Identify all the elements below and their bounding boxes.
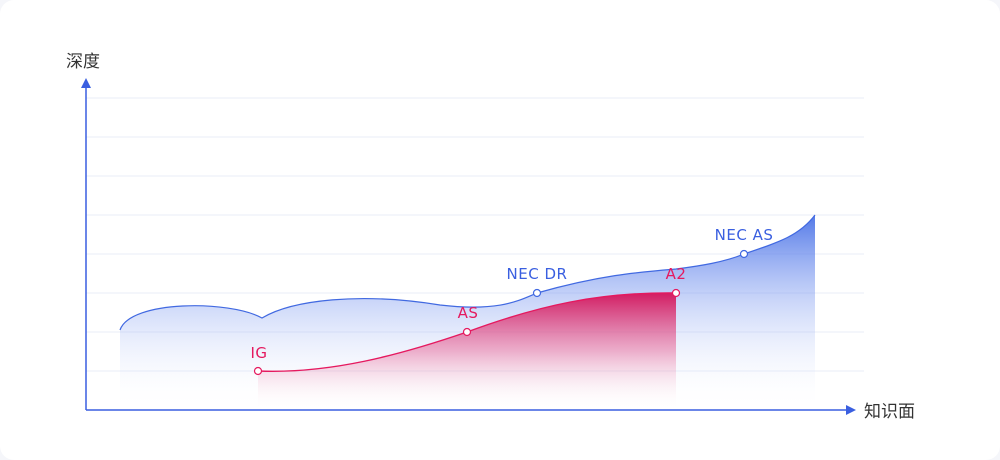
point-ig <box>253 366 263 376</box>
label-ig: IG <box>250 344 267 362</box>
label-nec-as: NEC AS <box>715 226 774 244</box>
y-axis-arrow-icon <box>81 78 91 88</box>
x-axis-title: 知识面 <box>864 402 915 422</box>
y-axis-title: 深度 <box>66 52 100 72</box>
label-as: AS <box>458 304 479 322</box>
point-as <box>462 327 472 337</box>
label-a2: A2 <box>666 265 687 283</box>
axes <box>81 78 856 415</box>
x-axis-arrow-icon <box>846 405 856 415</box>
point-nec-as <box>739 249 749 259</box>
label-nec-dr: NEC DR <box>507 265 568 283</box>
point-nec-dr <box>532 288 542 298</box>
red-area-fill <box>258 292 676 410</box>
point-a2 <box>671 288 681 298</box>
